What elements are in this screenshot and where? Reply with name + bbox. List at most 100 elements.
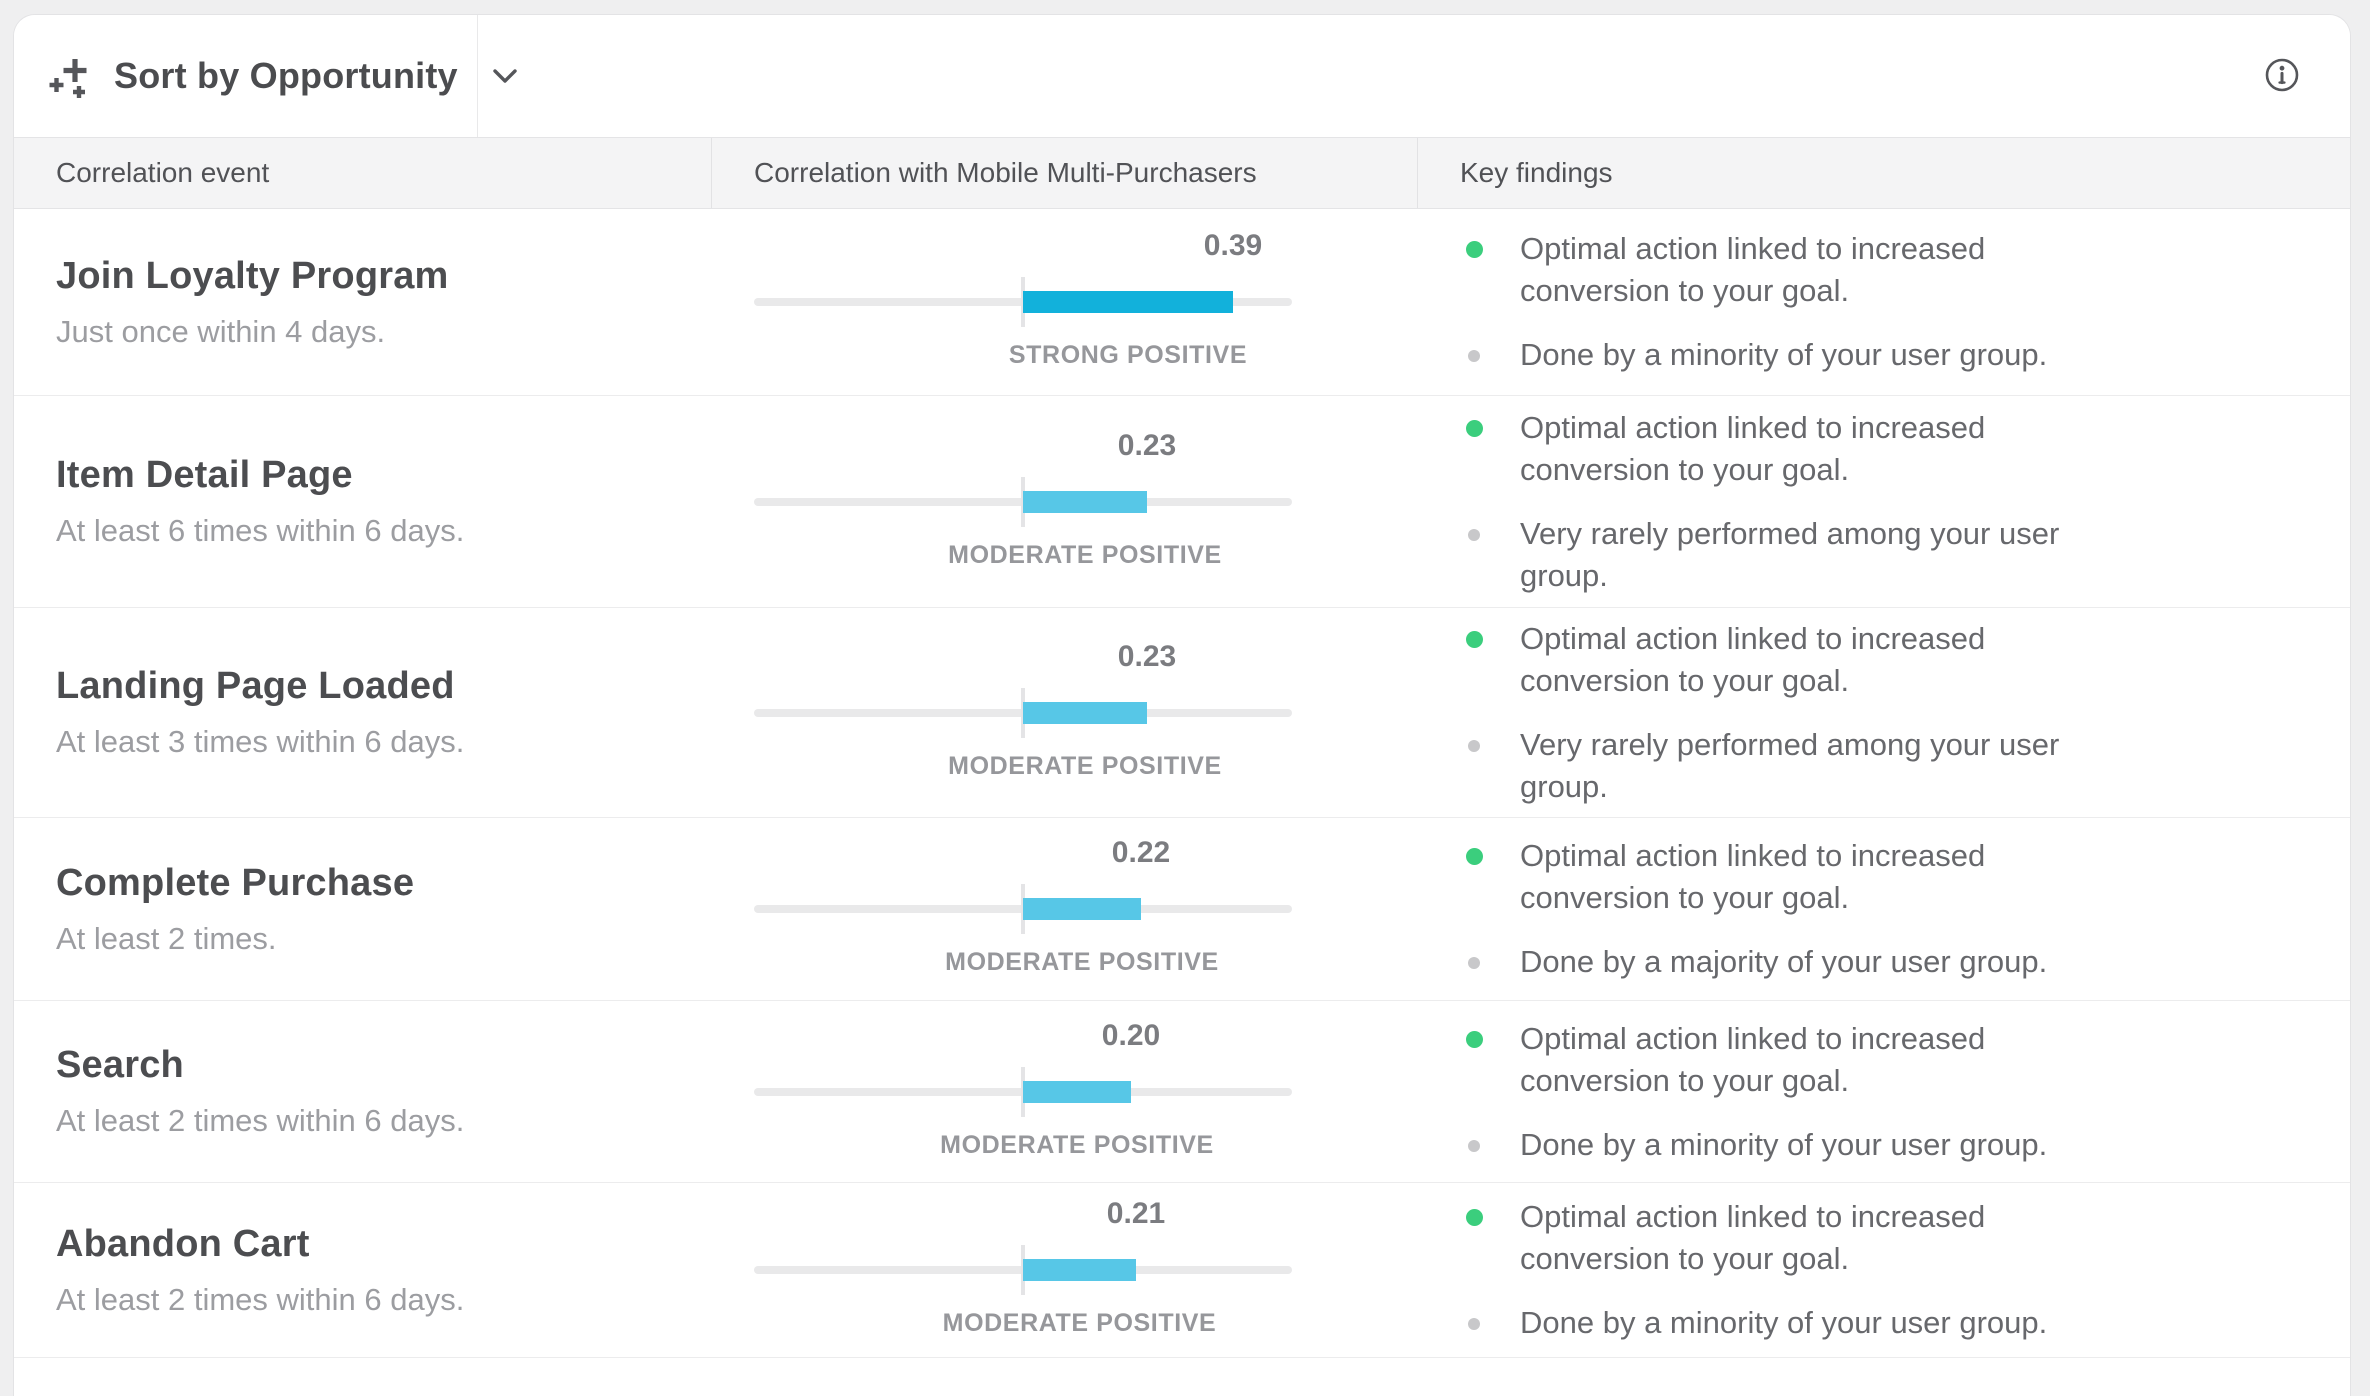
key-finding-text-line: Done by a minority of your user group.	[1520, 337, 2048, 372]
sort-by-label: Sort by Opportunity	[114, 55, 458, 96]
correlation-strength-label: MODERATE POSITIVE	[942, 1309, 1217, 1337]
table-row[interactable]: Item Detail Page At least 6 times within…	[14, 396, 2350, 608]
key-finding-text-line: Optimal action linked to increased	[1520, 1199, 1986, 1234]
key-finding-text-line: Optimal action linked to increased	[1520, 1020, 1986, 1056]
correlation-strength-label: MODERATE POSITIVE	[945, 948, 1219, 976]
positive-finding-dot	[1466, 848, 1483, 865]
key-finding-item: Optimal action linked to increased conver…	[1466, 1196, 2350, 1280]
positive-finding-dot	[1466, 1030, 1483, 1048]
sparkle-plus-icon	[44, 51, 94, 101]
key-finding-item: Very rarely performed among your user gro…	[1468, 724, 2350, 808]
neutral-finding-dot	[1468, 739, 1480, 752]
table-header-row: Correlation event Correlation with Mobil…	[14, 137, 2350, 209]
correlation-bar-chart: 0.23 MODERATE POSITIVE	[754, 425, 1292, 579]
event-frequency: At least 3 times within 6 days.	[56, 724, 465, 759]
positive-finding-dot	[1466, 630, 1483, 648]
key-finding-item: Done by a majority of your user group.	[1468, 941, 2350, 983]
event-frequency: At least 6 times within 6 days.	[56, 513, 465, 548]
correlation-strength-label: STRONG POSITIVE	[1008, 341, 1248, 369]
correlation-strength-label: MODERATE POSITIVE	[948, 751, 1222, 780]
correlation-event-cell: Complete Purchase At least 2 times.	[14, 818, 712, 1000]
key-finding-text-line: Done by a majority of your user group.	[1520, 944, 2048, 979]
event-title: Abandon Cart	[56, 1222, 310, 1265]
neutral-finding-dot	[1468, 350, 1480, 362]
correlation-bar-chart: 0.20 MODERATE POSITIVE	[754, 1015, 1292, 1169]
toolbar: Sort by Opportunity	[14, 15, 2350, 137]
correlation-cell: 0.22 MODERATE POSITIVE	[712, 818, 1418, 1000]
correlation-bar-chart: 0.22 MODERATE POSITIVE	[754, 832, 1292, 986]
table-body: Join Loyalty Program Just once within 4 …	[14, 209, 2350, 1358]
correlation-value: 0.20	[1101, 1018, 1161, 1052]
positive-finding-dot	[1466, 1209, 1483, 1226]
correlation-value: 0.23	[1117, 639, 1177, 673]
correlation-strength-label: MODERATE POSITIVE	[940, 1130, 1214, 1159]
correlation-fill-bar	[1023, 1080, 1131, 1103]
key-finding-item: Done by a minority of your user group.	[1468, 1302, 2350, 1344]
table-row[interactable]: Complete Purchase At least 2 times. 0.22…	[14, 818, 2350, 1001]
correlation-bar-zone	[754, 1066, 1292, 1117]
key-finding-text-line: Optimal action linked to increased	[1520, 838, 1986, 873]
key-finding-item: Done by a minority of your user group.	[1468, 334, 2350, 376]
key-finding-text-line: Very rarely performed among your user	[1520, 726, 2060, 762]
correlation-cell: 0.23 MODERATE POSITIVE	[712, 396, 1418, 607]
correlation-value: 0.22	[1111, 836, 1171, 869]
correlation-cell: 0.39 STRONG POSITIVE	[712, 209, 1418, 395]
key-finding-text-line: conversion to your goal.	[1520, 662, 1850, 698]
event-frequency: At least 2 times within 6 days.	[56, 1281, 465, 1317]
key-finding-item: Optimal action linked to increased conver…	[1466, 835, 2350, 919]
correlation-cell: 0.23 MODERATE POSITIVE	[712, 608, 1418, 817]
key-finding-item: Optimal action linked to increased conver…	[1466, 228, 2350, 312]
neutral-finding-dot	[1468, 528, 1480, 541]
correlation-event-cell: Item Detail Page At least 6 times within…	[14, 396, 712, 607]
table-row[interactable]: Search At least 2 times within 6 days. 0…	[14, 1001, 2350, 1183]
info-button[interactable]	[2260, 53, 2304, 97]
correlation-bar-zone	[754, 476, 1292, 527]
key-finding-item: Optimal action linked to increased conver…	[1466, 407, 2350, 491]
key-findings-cell: Optimal action linked to increased conver…	[1418, 209, 2350, 395]
event-frequency: At least 2 times.	[56, 920, 277, 956]
key-findings-cell: Optimal action linked to increased conver…	[1418, 1001, 2350, 1182]
correlation-cell: 0.20 MODERATE POSITIVE	[712, 1001, 1418, 1182]
column-header-key-findings: Key findings	[1460, 157, 1613, 188]
neutral-finding-dot	[1468, 957, 1480, 969]
key-finding-text-line: group.	[1520, 768, 1608, 804]
correlation-bar-zone	[754, 884, 1292, 934]
correlation-bar-zone	[754, 1245, 1292, 1295]
correlation-bar-chart: 0.23 MODERATE POSITIVE	[754, 636, 1292, 790]
positive-finding-dot	[1466, 419, 1483, 437]
key-finding-text-line: Done by a minority of your user group.	[1520, 1305, 2048, 1340]
correlation-value: 0.39	[1203, 229, 1263, 262]
sort-by-dropdown[interactable]: Sort by Opportunity	[14, 15, 517, 137]
key-finding-text-line: Optimal action linked to increased	[1520, 231, 1986, 266]
correlation-bar-chart: 0.21 MODERATE POSITIVE	[754, 1193, 1292, 1347]
key-finding-item: Optimal action linked to increased conver…	[1466, 618, 2350, 702]
correlation-bar-zone	[754, 687, 1292, 738]
event-title: Item Detail Page	[56, 454, 353, 496]
event-frequency: Just once within 4 days.	[56, 313, 386, 349]
table-row[interactable]: Landing Page Loaded At least 3 times wit…	[14, 608, 2350, 818]
key-finding-text-line: Very rarely performed among your user	[1520, 515, 2060, 551]
correlation-strength-label: MODERATE POSITIVE	[948, 540, 1222, 569]
correlation-event-cell: Join Loyalty Program Just once within 4 …	[14, 209, 712, 395]
event-title: Landing Page Loaded	[56, 665, 455, 707]
key-finding-text-line: conversion to your goal.	[1520, 1241, 1850, 1276]
correlation-event-cell: Abandon Cart At least 2 times within 6 d…	[14, 1183, 712, 1357]
correlation-bar-zone	[754, 277, 1292, 327]
correlation-event-cell: Landing Page Loaded At least 3 times wit…	[14, 608, 712, 817]
column-header-correlation-with-goal: Correlation with Mobile Multi-Purchasers	[712, 138, 1418, 208]
event-title: Complete Purchase	[56, 861, 415, 904]
correlation-value: 0.21	[1106, 1197, 1166, 1230]
correlation-fill-bar	[1023, 701, 1147, 724]
key-finding-item: Optimal action linked to increased conver…	[1466, 1018, 2350, 1102]
key-findings-cell: Optimal action linked to increased conver…	[1418, 396, 2350, 607]
key-finding-text-line: group.	[1520, 557, 1608, 593]
table-row[interactable]: Join Loyalty Program Just once within 4 …	[14, 209, 2350, 396]
correlation-fill-bar	[1023, 1259, 1136, 1281]
event-frequency: At least 2 times within 6 days.	[56, 1103, 465, 1138]
correlation-event-cell: Search At least 2 times within 6 days.	[14, 1001, 712, 1182]
event-title: Join Loyalty Program	[56, 254, 449, 297]
neutral-finding-dot	[1468, 1139, 1480, 1152]
neutral-finding-dot	[1468, 1318, 1480, 1330]
table-row[interactable]: Abandon Cart At least 2 times within 6 d…	[14, 1183, 2350, 1358]
info-icon	[2263, 56, 2301, 94]
